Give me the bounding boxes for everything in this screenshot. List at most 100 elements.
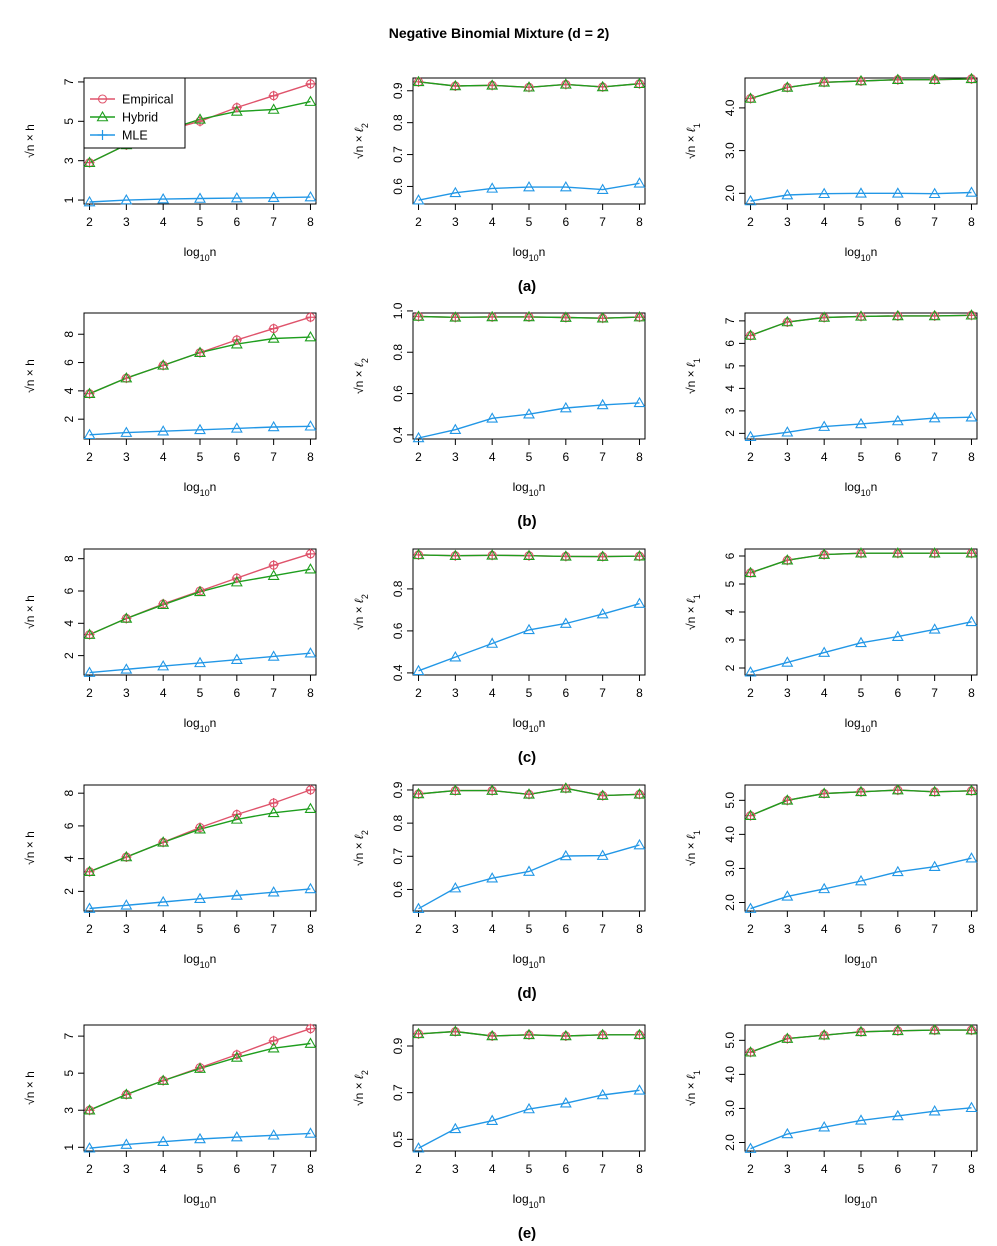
hybrid-point: [230, 338, 243, 349]
mle-point: [268, 90, 279, 101]
mle-point: [230, 191, 243, 203]
mle-point: [744, 666, 757, 677]
y-tick-label: 6: [62, 822, 76, 829]
y-tick-label: 3: [723, 407, 737, 414]
hybrid-point: [596, 80, 609, 92]
hybrid-point: [304, 563, 317, 574]
hybrid-point: [412, 548, 425, 560]
mle-line: [89, 196, 311, 203]
mle-point: [157, 425, 170, 436]
x-tick-label: 2: [86, 922, 93, 936]
mle-point: [928, 187, 941, 199]
x-tick-label: 2: [747, 686, 754, 700]
x-tick-label: 6: [562, 215, 569, 229]
mle-point: [891, 1109, 904, 1121]
point-markers: [412, 782, 646, 913]
x-tick-label: 3: [452, 450, 459, 464]
hybrid-point: [83, 387, 96, 398]
hybrid-point: [157, 359, 170, 370]
mle-point: [559, 401, 572, 413]
x-tick-label: 2: [747, 450, 754, 464]
y-tick-label: 0.8: [391, 814, 405, 831]
x-tick-label: 7: [931, 922, 938, 936]
mle-point: [559, 180, 572, 192]
y-tick-label: 6: [723, 340, 737, 347]
hybrid-point: [120, 850, 133, 862]
hybrid-point: [781, 1032, 794, 1043]
hybrid-point: [965, 309, 978, 320]
x-axis-title: log10n: [184, 952, 217, 970]
mle-point: [268, 798, 279, 808]
hybrid-point: [891, 73, 904, 85]
y-tick-label: 8: [62, 555, 76, 562]
hybrid-point: [449, 549, 462, 561]
y-tick-label: 7: [62, 1032, 76, 1039]
y-tick-label: 7: [62, 78, 76, 85]
row-label: (a): [518, 278, 536, 295]
hybrid-point: [855, 1025, 867, 1037]
mle-point: [267, 1129, 280, 1140]
x-tick-label: 5: [858, 215, 865, 229]
hybrid-point: [596, 550, 609, 561]
x-tick-label: 5: [858, 450, 865, 464]
x-tick-label: 2: [415, 215, 422, 229]
point-markers: [744, 1023, 978, 1153]
hybrid-point: [230, 813, 243, 824]
y-axis-title: √n × ℓ1: [684, 594, 702, 630]
y-tick-label: 6: [62, 359, 76, 366]
x-tick-label: 3: [123, 450, 130, 464]
mle-line: [89, 1132, 311, 1149]
panel-c-h: 2 3 4 5 6 7 8 2 4 6 8 log10n √n × h: [23, 548, 317, 734]
mle-point: [120, 193, 133, 205]
mle-point: [195, 116, 205, 127]
mle-point: [412, 1142, 425, 1153]
hybrid-point: [781, 81, 794, 92]
panel-a-h: 2 3 4 5 6 7 8 1 3 5 7 log10n √n × h Empirical Hybrid ML…: [23, 77, 317, 263]
x-axis-title: log10n: [184, 1192, 217, 1210]
x-tick-label: 4: [821, 450, 828, 464]
hybrid-point: [596, 789, 609, 800]
hybrid-point: [304, 95, 317, 106]
mle-point: [523, 865, 535, 876]
hybrid-point: [744, 92, 757, 103]
y-tick-label: 0.6: [391, 178, 405, 195]
x-tick-label: 3: [452, 686, 459, 700]
y-tick-label: 0.7: [391, 146, 405, 163]
mle-point: [305, 1023, 316, 1034]
x-tick-label: 5: [197, 922, 204, 936]
hybrid-point: [120, 1088, 133, 1099]
hybrid-point: [559, 782, 572, 793]
x-tick-label: 5: [197, 686, 204, 700]
mle-point: [855, 1114, 867, 1125]
y-tick-label: 8: [62, 331, 76, 338]
hybrid-point: [194, 346, 206, 357]
hybrid-point: [818, 1029, 831, 1040]
x-axis-title: log10n: [845, 716, 878, 734]
y-tick-label: 0.4: [391, 664, 405, 681]
x-tick-label: 8: [968, 686, 975, 700]
mle-point: [97, 130, 108, 140]
mle-point: [304, 191, 317, 202]
panel-b-l2: 2 3 4 5 6 7 8 0.4 0.6 0.8 1.0 log10n √n × ℓ2: [352, 302, 646, 498]
mle-point: [965, 411, 978, 422]
panel-d-h: 2 3 4 5 6 7 8 2 4 6 8 log10n √n × h: [23, 784, 317, 970]
y-tick-label: 3.0: [723, 1100, 737, 1117]
panel-a-l1: 2 3 4 5 6 7 8 2.0 3.0 4.0 log10n √n × ℓ1: [684, 72, 978, 263]
x-tick-label: 5: [197, 1162, 204, 1176]
series-hybrid: [89, 808, 311, 873]
hybrid-point: [120, 372, 133, 383]
x-tick-label: 5: [858, 922, 865, 936]
x-axis-title: log10n: [513, 1192, 546, 1210]
hybrid-point: [928, 1023, 941, 1035]
y-axis-title: √n × ℓ2: [352, 358, 370, 394]
hybrid-point: [267, 103, 280, 114]
y-tick-label: 1.0: [391, 302, 405, 319]
x-tick-label: 8: [307, 686, 314, 700]
x-axis-title: log10n: [845, 480, 878, 498]
hybrid-point: [304, 330, 317, 342]
mle-point: [304, 420, 317, 431]
x-axis-title: log10n: [513, 480, 546, 498]
mle-point: [83, 902, 96, 913]
y-tick-label: 4.0: [723, 826, 737, 843]
x-tick-label: 7: [931, 1162, 938, 1176]
